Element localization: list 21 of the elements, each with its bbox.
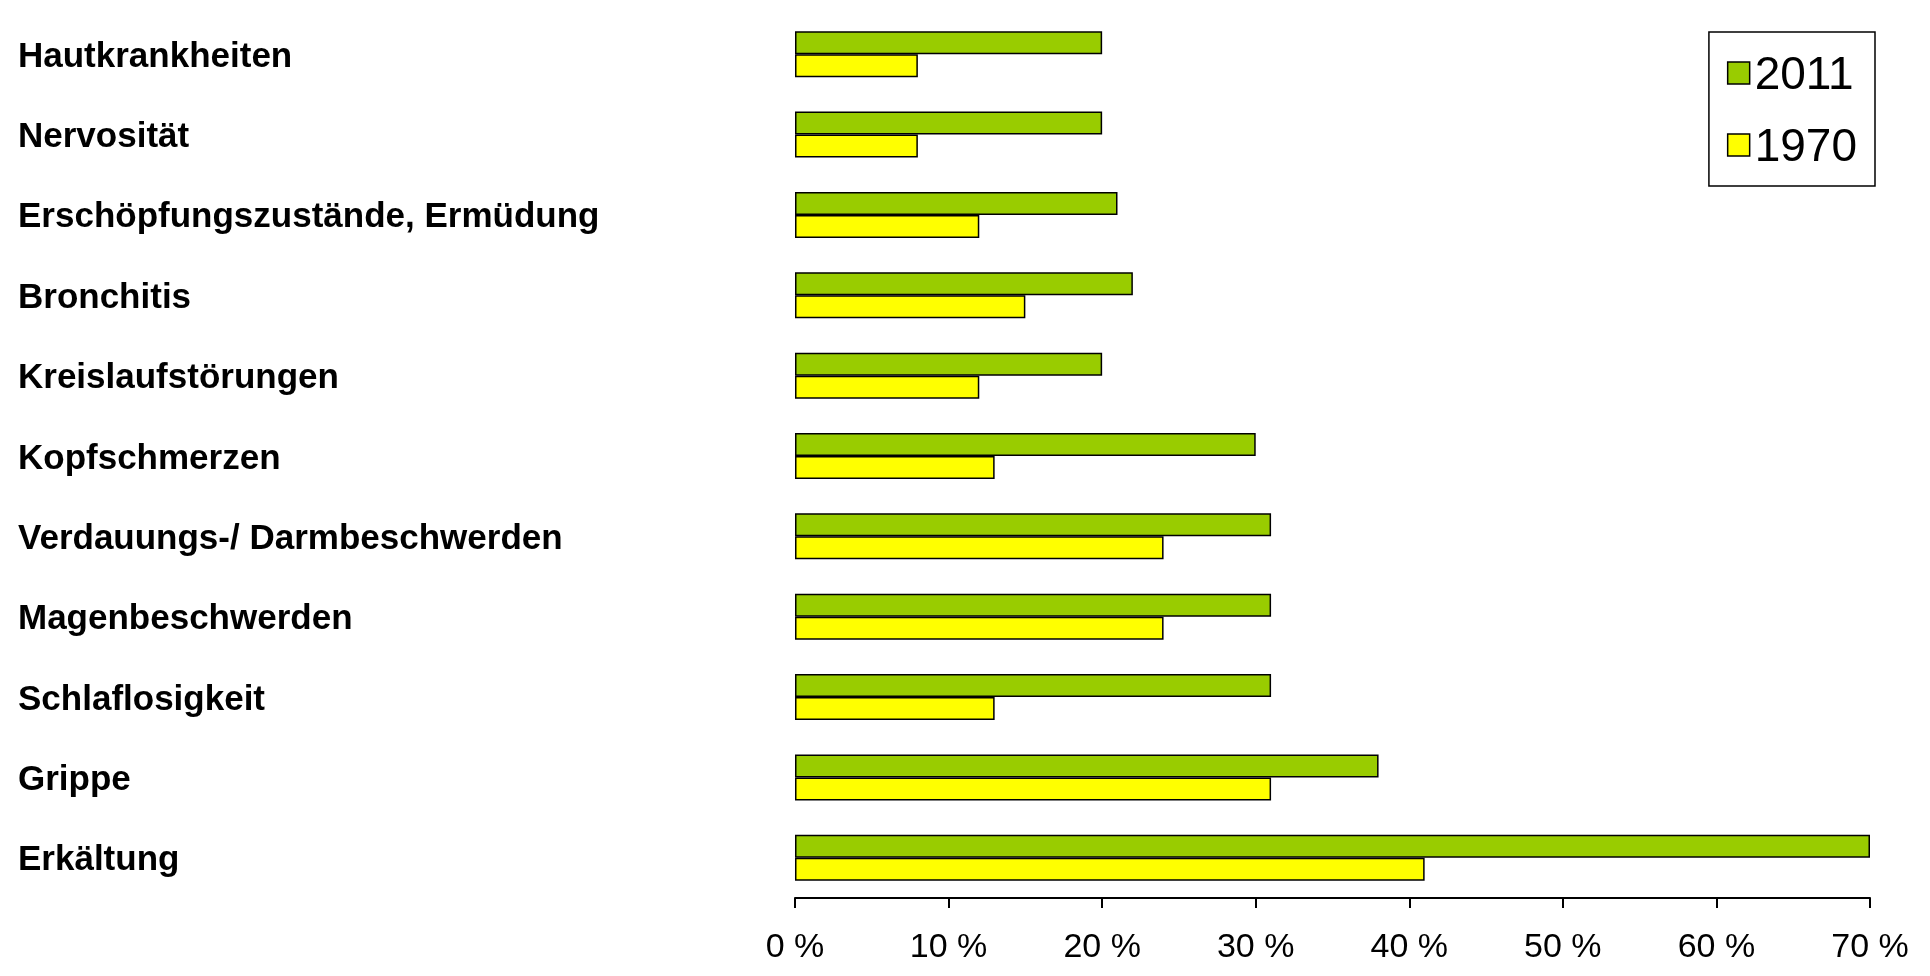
x-tick-label: 30 % [1216, 926, 1295, 964]
y-tick-label: Erkältung [18, 838, 180, 878]
y-tick-label: Nervosität [18, 115, 190, 155]
x-tick-label: 70 % [1831, 926, 1909, 964]
y-tick-label: Grippe [18, 757, 131, 797]
y-tick-label: Hautkrankheiten [18, 34, 293, 74]
x-tick-label: 60 % [1677, 926, 1756, 964]
y-tick-label: Bronchitis [18, 275, 192, 315]
x-tick-label: 40 % [1370, 926, 1449, 964]
y-tick-label: Kopfschmerzen [18, 436, 281, 476]
x-tick-label: 10 % [909, 926, 988, 964]
y-tick-label: Magenbeschwerden [18, 597, 353, 637]
legend-label: 1970 [1754, 119, 1858, 171]
y-tick-label: Schlaflosigkeit [18, 677, 266, 717]
x-tick-label: 0 % [765, 926, 825, 964]
y-tick-label: Verdauungs-/ Darmbeschwerden [18, 516, 563, 556]
y-tick-label: Erschöpfungszustände, Ermüdung [18, 195, 600, 235]
x-tick-label: 50 % [1524, 926, 1602, 964]
legend-label: 2011 [1754, 47, 1854, 99]
x-tick-label: 20 % [1063, 926, 1141, 964]
y-tick-label: Kreislaufstörungen [18, 356, 339, 396]
